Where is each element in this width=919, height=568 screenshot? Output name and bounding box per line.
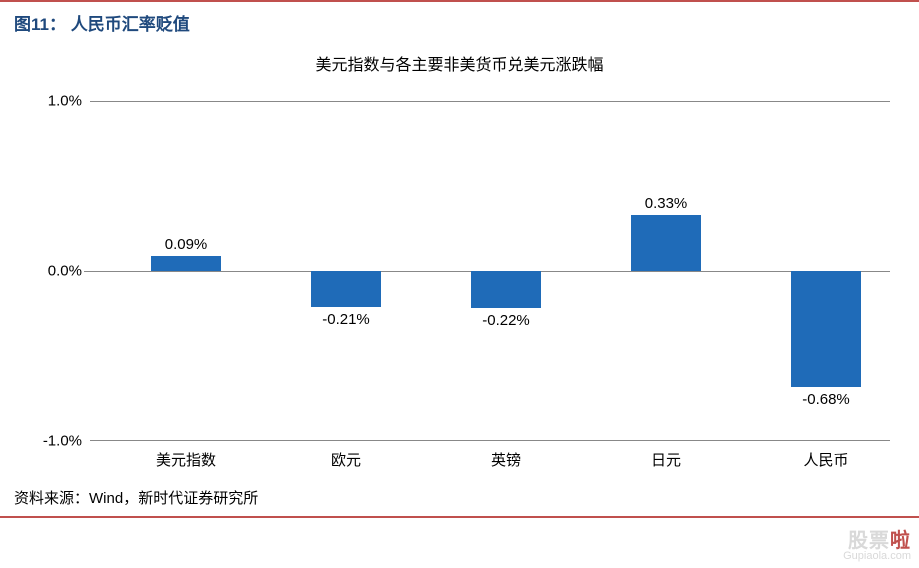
bar-value-label: -0.22% [482, 312, 530, 329]
figure-number: 图11： [14, 15, 66, 34]
bar [311, 271, 381, 307]
watermark-accent: 啦 [890, 530, 911, 552]
bar-value-label: -0.68% [802, 391, 850, 408]
category-axis: 美元指数 欧元 英镑 日元 人民币 [90, 449, 890, 479]
bar [151, 256, 221, 271]
category-label: 人民币 [803, 449, 848, 470]
bar-value-label: -0.21% [322, 311, 370, 328]
chart-area: 1.0% 0.0% -1.0% 0.09% -0.21% -0.22% 0.33% -0.68… [0, 81, 919, 481]
category-label: 美元指数 [156, 449, 216, 470]
figure-number-title: 图11： 人民币汇率贬值 [14, 15, 190, 34]
source-text: Wind，新时代证券研究所 [89, 490, 258, 507]
axis-tick [84, 271, 90, 272]
watermark: 股票啦 Gupiaola.com [843, 531, 911, 562]
category-label: 日元 [651, 449, 681, 470]
watermark-text: 股票 [848, 530, 890, 552]
figure-title: 人民币汇率贬值 [71, 15, 190, 34]
category-label: 英镑 [491, 449, 521, 470]
y-tick-label: 1.0% [48, 93, 82, 110]
chart-title: 美元指数与各主要非美货币兑美元涨跌幅 [0, 51, 919, 75]
watermark-sub: Gupiaola.com [843, 551, 911, 562]
bar [791, 271, 861, 387]
figure-header: 图11： 人民币汇率贬值 [0, 0, 919, 41]
gridline [90, 101, 890, 102]
y-tick-label: 0.0% [48, 263, 82, 280]
source-prefix: 资料来源： [14, 490, 89, 507]
bar [631, 215, 701, 271]
bar-value-label: 0.33% [645, 195, 688, 212]
y-tick-label: -1.0% [43, 433, 82, 450]
category-label: 欧元 [331, 449, 361, 470]
source-footer: 资料来源：Wind，新时代证券研究所 [0, 481, 919, 518]
chart-plot: 1.0%0.0%-1.0%0.09%-0.21%-0.22%0.33%-0.68… [90, 101, 890, 441]
bar [471, 271, 541, 308]
bar-value-label: 0.09% [165, 236, 208, 253]
watermark-main: 股票啦 [843, 531, 911, 551]
